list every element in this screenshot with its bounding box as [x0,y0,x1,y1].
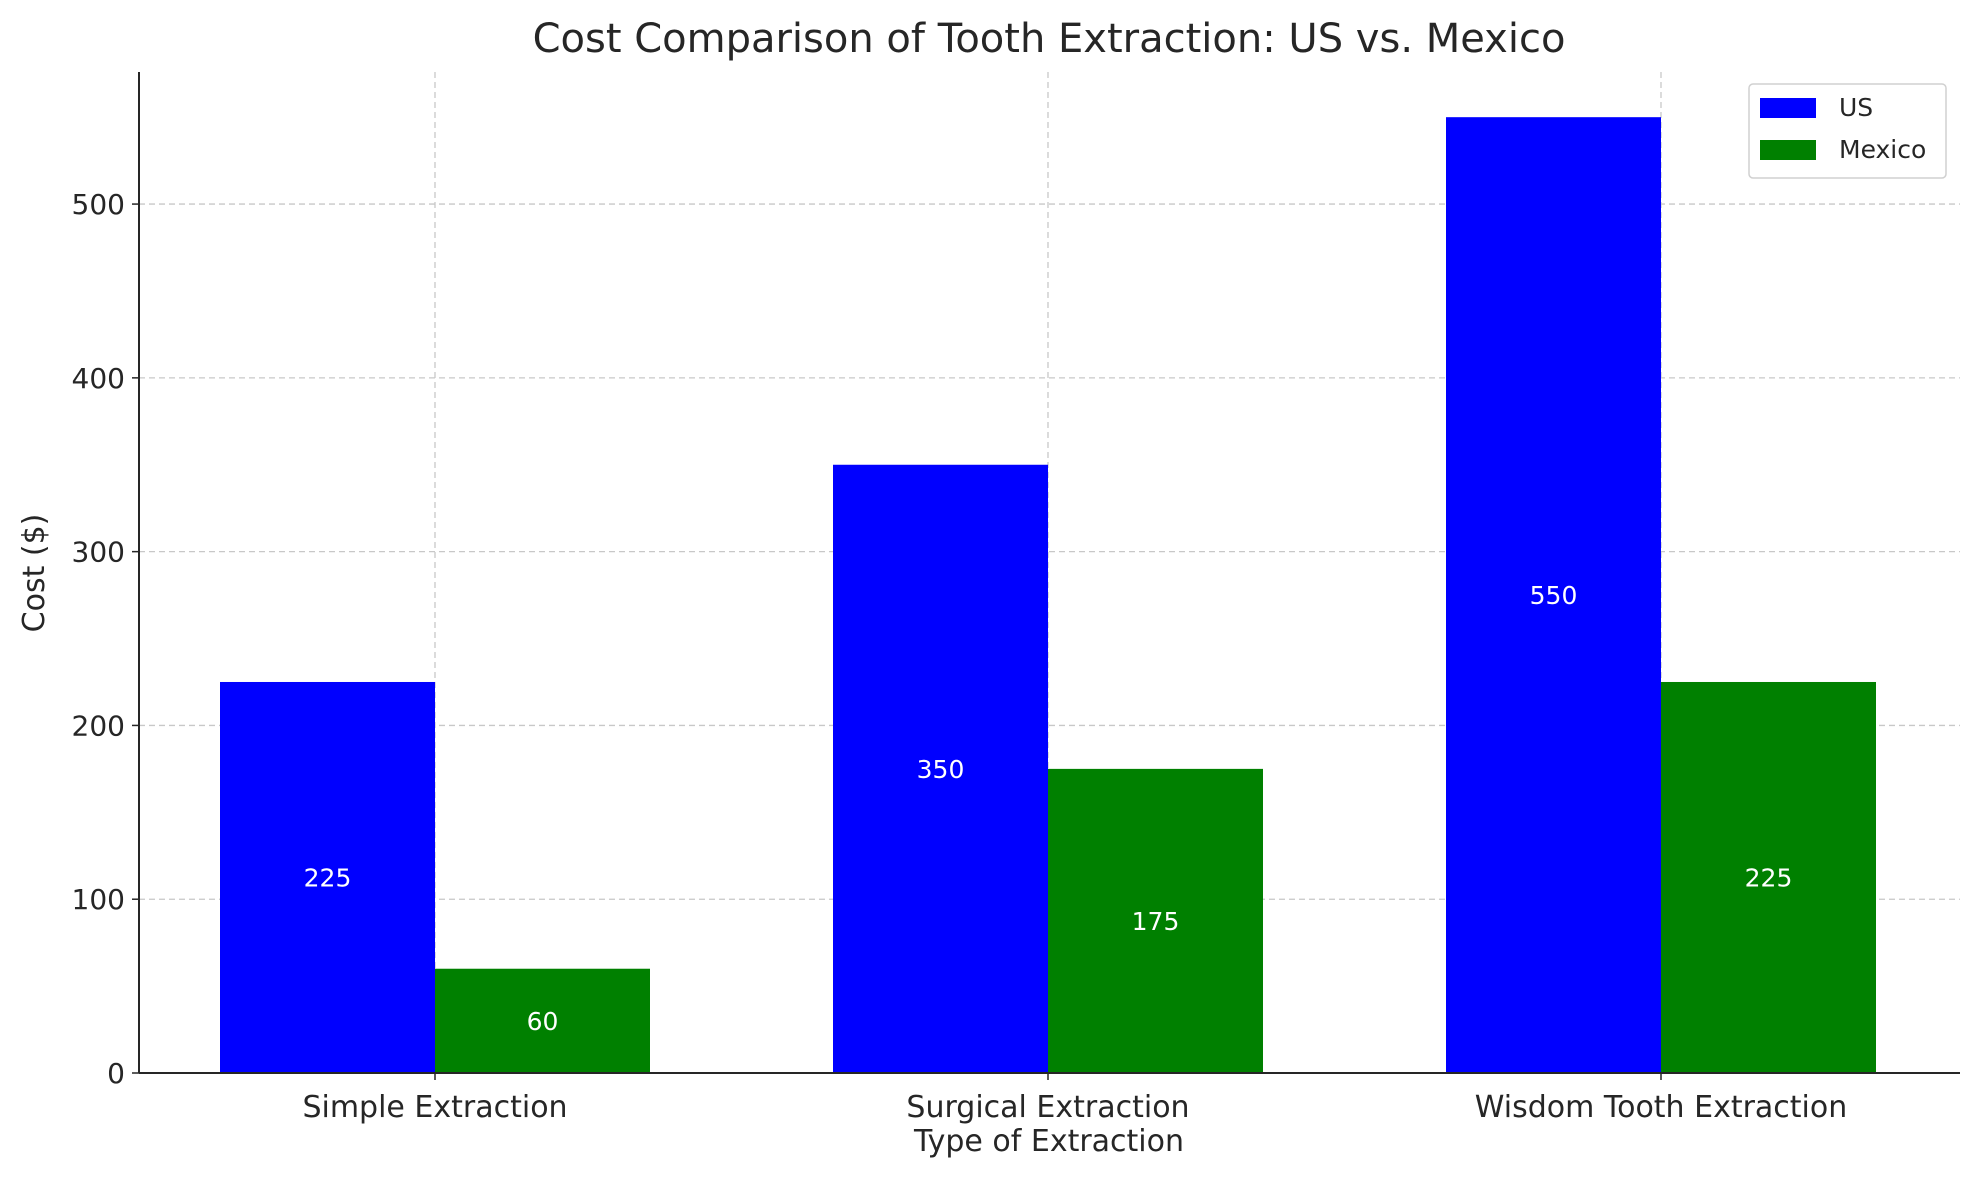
y-tick-label: 400 [72,362,125,395]
bar-mexico [1048,768,1263,1073]
bar-us [833,464,1048,1073]
bar-value-label: 225 [1745,863,1793,892]
bar-value-label: 550 [1530,581,1578,610]
chart-title: Cost Comparison of Tooth Extraction: US … [533,16,1566,62]
y-tick-label: 500 [72,188,125,221]
x-ticks: Simple Extraction Surgical Extraction Wisd… [302,1073,1847,1125]
bars [220,117,1876,1074]
bar-us [1446,117,1661,1074]
bar-mexico [1661,681,1876,1073]
legend: US Mexico [1748,83,1947,179]
bar-mexico [435,968,650,1073]
legend-swatch-us [1760,98,1816,118]
y-axis-label: Cost ($) [17,514,52,633]
y-tick-label: 0 [107,1057,125,1090]
legend-label-mexico: Mexico [1839,135,1926,164]
axes [138,72,1960,1074]
x-tick-label: Surgical Extraction [906,1090,1189,1125]
bar-value-label: 225 [304,863,352,892]
y-ticks: 0 100 200 300 400 500 [72,188,139,1090]
y-tick-label: 100 [72,883,125,916]
x-tick-label: Wisdom Tooth Extraction [1475,1090,1848,1125]
bar-value-label: 350 [917,755,965,784]
bar-value-label: 175 [1132,907,1180,936]
bar-value-label: 60 [527,1007,559,1036]
x-tick-label: Simple Extraction [302,1090,567,1125]
bar-us [220,681,435,1073]
y-tick-label: 300 [72,536,125,569]
x-axis-label: Type of Extraction [913,1124,1184,1159]
y-tick-label: 200 [72,709,125,742]
legend-swatch-mexico [1760,140,1816,160]
data-labels: 225 350 550 60 175 225 [304,581,1793,1036]
legend-label-us: US [1839,93,1873,122]
